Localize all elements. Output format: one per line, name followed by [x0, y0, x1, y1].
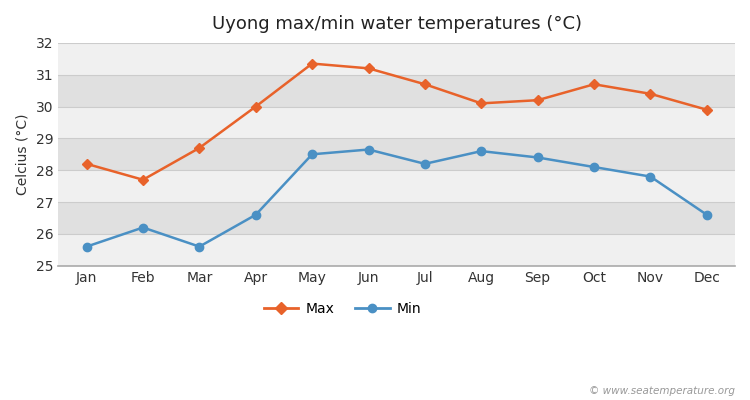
Legend: Max, Min: Max, Min: [258, 296, 427, 321]
Title: Uyong max/min water temperatures (°C): Uyong max/min water temperatures (°C): [211, 15, 582, 33]
Bar: [58, 106, 735, 138]
Y-axis label: Celcius (°C): Celcius (°C): [15, 114, 29, 195]
Bar: [58, 170, 735, 202]
Text: © www.seatemperature.org: © www.seatemperature.org: [589, 386, 735, 396]
Bar: [58, 43, 735, 75]
Bar: [58, 75, 735, 106]
Bar: [58, 202, 735, 234]
Bar: [58, 234, 735, 266]
Bar: [58, 138, 735, 170]
